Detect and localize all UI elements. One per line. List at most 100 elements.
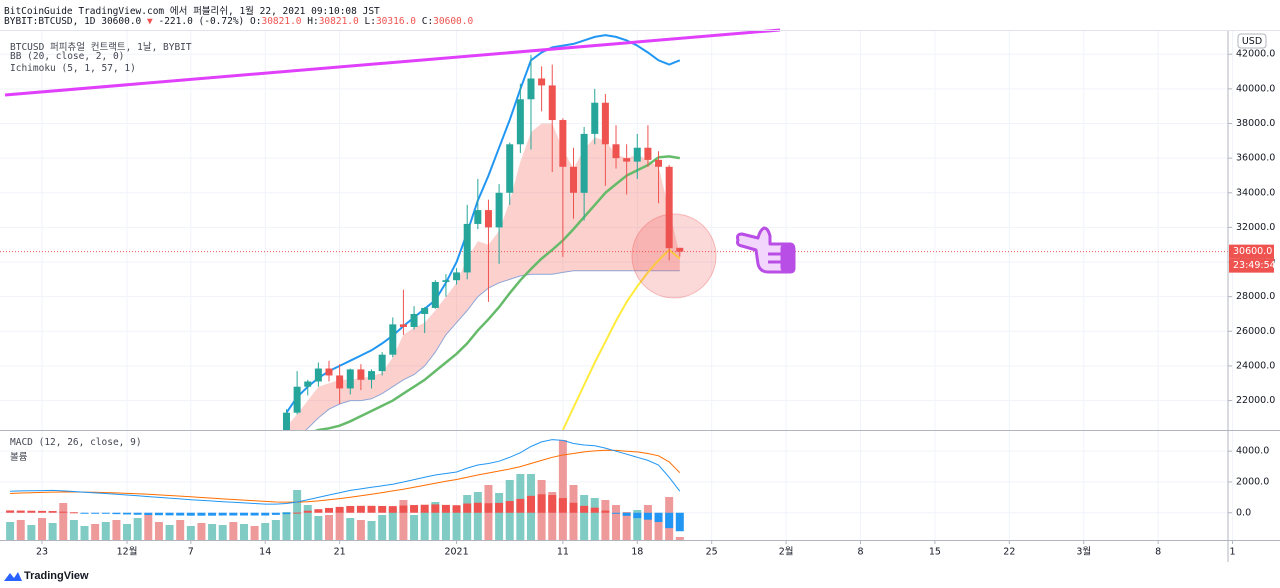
volume-bar xyxy=(101,522,110,540)
volume-bar xyxy=(335,510,344,540)
x-tick-label: 2021 xyxy=(444,547,468,558)
volume-bar xyxy=(633,510,642,540)
macd-histogram-bar xyxy=(303,510,312,513)
candle-body xyxy=(559,120,567,167)
hand-icon xyxy=(736,226,796,274)
x-tick-label: 22 xyxy=(1003,547,1015,558)
macd-histogram-bar xyxy=(80,512,89,514)
candle-body xyxy=(495,192,503,228)
macd-histogram-bar xyxy=(59,511,68,513)
y-tick-label: 26000.0 xyxy=(1236,326,1275,337)
candle-body xyxy=(357,369,365,380)
macd-histogram-bar xyxy=(91,512,100,514)
y-tick-label: 40000.0 xyxy=(1236,83,1275,94)
volume-bar xyxy=(612,505,621,540)
macd-tick-label: 0.0 xyxy=(1236,507,1251,518)
x-tick-label: 8 xyxy=(1155,547,1161,558)
ohlc-c-key: C: xyxy=(421,16,434,27)
volume-bar xyxy=(271,520,280,540)
macd-histogram-bar xyxy=(516,498,525,513)
bb-upper xyxy=(285,34,681,414)
y-tick-label: 42000.0 xyxy=(1236,49,1275,60)
candle-body xyxy=(506,144,514,193)
candle-body xyxy=(293,386,301,413)
y-tick-label: 34000.0 xyxy=(1236,187,1275,198)
volume-bar xyxy=(314,516,323,540)
volume-bar xyxy=(388,508,397,540)
macd-histogram-bar xyxy=(452,505,461,513)
volume-bar xyxy=(601,500,610,540)
volume-bar xyxy=(208,524,217,540)
volume-bar xyxy=(165,525,174,540)
legend-title: BTCUSD 퍼피츄얼 컨트랙트, 1날, BYBIT xyxy=(10,42,192,53)
y-tick-label: 38000.0 xyxy=(1236,118,1275,129)
macd-histogram-bar xyxy=(495,502,504,513)
macd-line xyxy=(10,439,681,505)
macd-histogram-bar xyxy=(335,506,344,513)
macd-histogram-bar xyxy=(314,509,323,513)
macd-histogram-bar xyxy=(420,504,429,513)
macd-histogram-bar xyxy=(261,512,270,516)
volume-bar xyxy=(154,522,163,540)
volume-bar xyxy=(325,515,334,540)
macd-histogram-bar xyxy=(112,512,121,515)
x-tick-label: 25 xyxy=(706,547,718,558)
candle-body xyxy=(538,78,546,86)
volume-bar xyxy=(356,520,365,540)
candle-body xyxy=(516,99,524,145)
candle-body xyxy=(368,371,376,380)
volume-bar xyxy=(675,537,684,540)
macd-histogram-bar xyxy=(16,510,25,513)
candle-body xyxy=(336,375,344,389)
candle-body xyxy=(655,159,663,167)
macd-histogram-bar xyxy=(569,502,578,513)
volume-bar xyxy=(399,500,408,540)
macd-histogram-bar xyxy=(558,498,567,513)
macd-histogram-bar xyxy=(293,512,302,514)
volume-bar xyxy=(643,505,652,540)
macd-histogram-bar xyxy=(601,510,610,513)
candle-body xyxy=(580,133,588,193)
volume-bar xyxy=(229,522,238,540)
candle-body xyxy=(612,144,620,159)
macd-histogram-bar xyxy=(441,504,450,513)
macd-histogram-bar xyxy=(250,512,259,516)
ohlc-o-key: O: xyxy=(250,16,262,27)
volume-bar xyxy=(558,440,567,540)
volume-bar xyxy=(123,524,132,540)
last-price-badge xyxy=(1229,244,1274,259)
x-tick-label: 7 xyxy=(188,547,194,558)
volume-bar xyxy=(197,523,206,540)
volume-bar xyxy=(250,526,259,540)
macd-histogram-bar xyxy=(367,505,376,513)
candle-body xyxy=(676,247,684,252)
logo: TradingView xyxy=(24,570,89,582)
macd-histogram-bar xyxy=(622,512,631,516)
macd-histogram-bar xyxy=(239,512,248,516)
volume-bar xyxy=(16,520,25,540)
candle-body xyxy=(665,166,673,249)
volume-bar xyxy=(622,512,631,540)
candle-body xyxy=(623,158,631,162)
x-tick-label: 23 xyxy=(36,547,48,558)
volume-bar xyxy=(27,525,36,540)
candle-body xyxy=(591,102,599,134)
candle-body xyxy=(304,381,312,387)
volume-bar xyxy=(463,495,472,540)
volume-bar xyxy=(548,492,557,540)
volume-bar xyxy=(495,493,504,540)
macd-histogram-bar xyxy=(399,505,408,513)
macd-histogram-bar xyxy=(612,512,621,514)
macd-histogram-bar xyxy=(356,505,365,513)
macd-histogram-bar xyxy=(537,494,546,513)
macd-histogram-bar xyxy=(69,512,78,514)
macd-histogram-bar xyxy=(484,503,493,513)
candle-body xyxy=(410,313,418,327)
macd-histogram-bar xyxy=(197,512,206,516)
volume-bar xyxy=(261,523,270,540)
volume-bar xyxy=(410,515,419,540)
macd-histogram-bar xyxy=(526,495,535,513)
macd-histogram-bar xyxy=(675,512,684,532)
volume-bar xyxy=(38,518,46,540)
volume-bar xyxy=(144,515,153,540)
